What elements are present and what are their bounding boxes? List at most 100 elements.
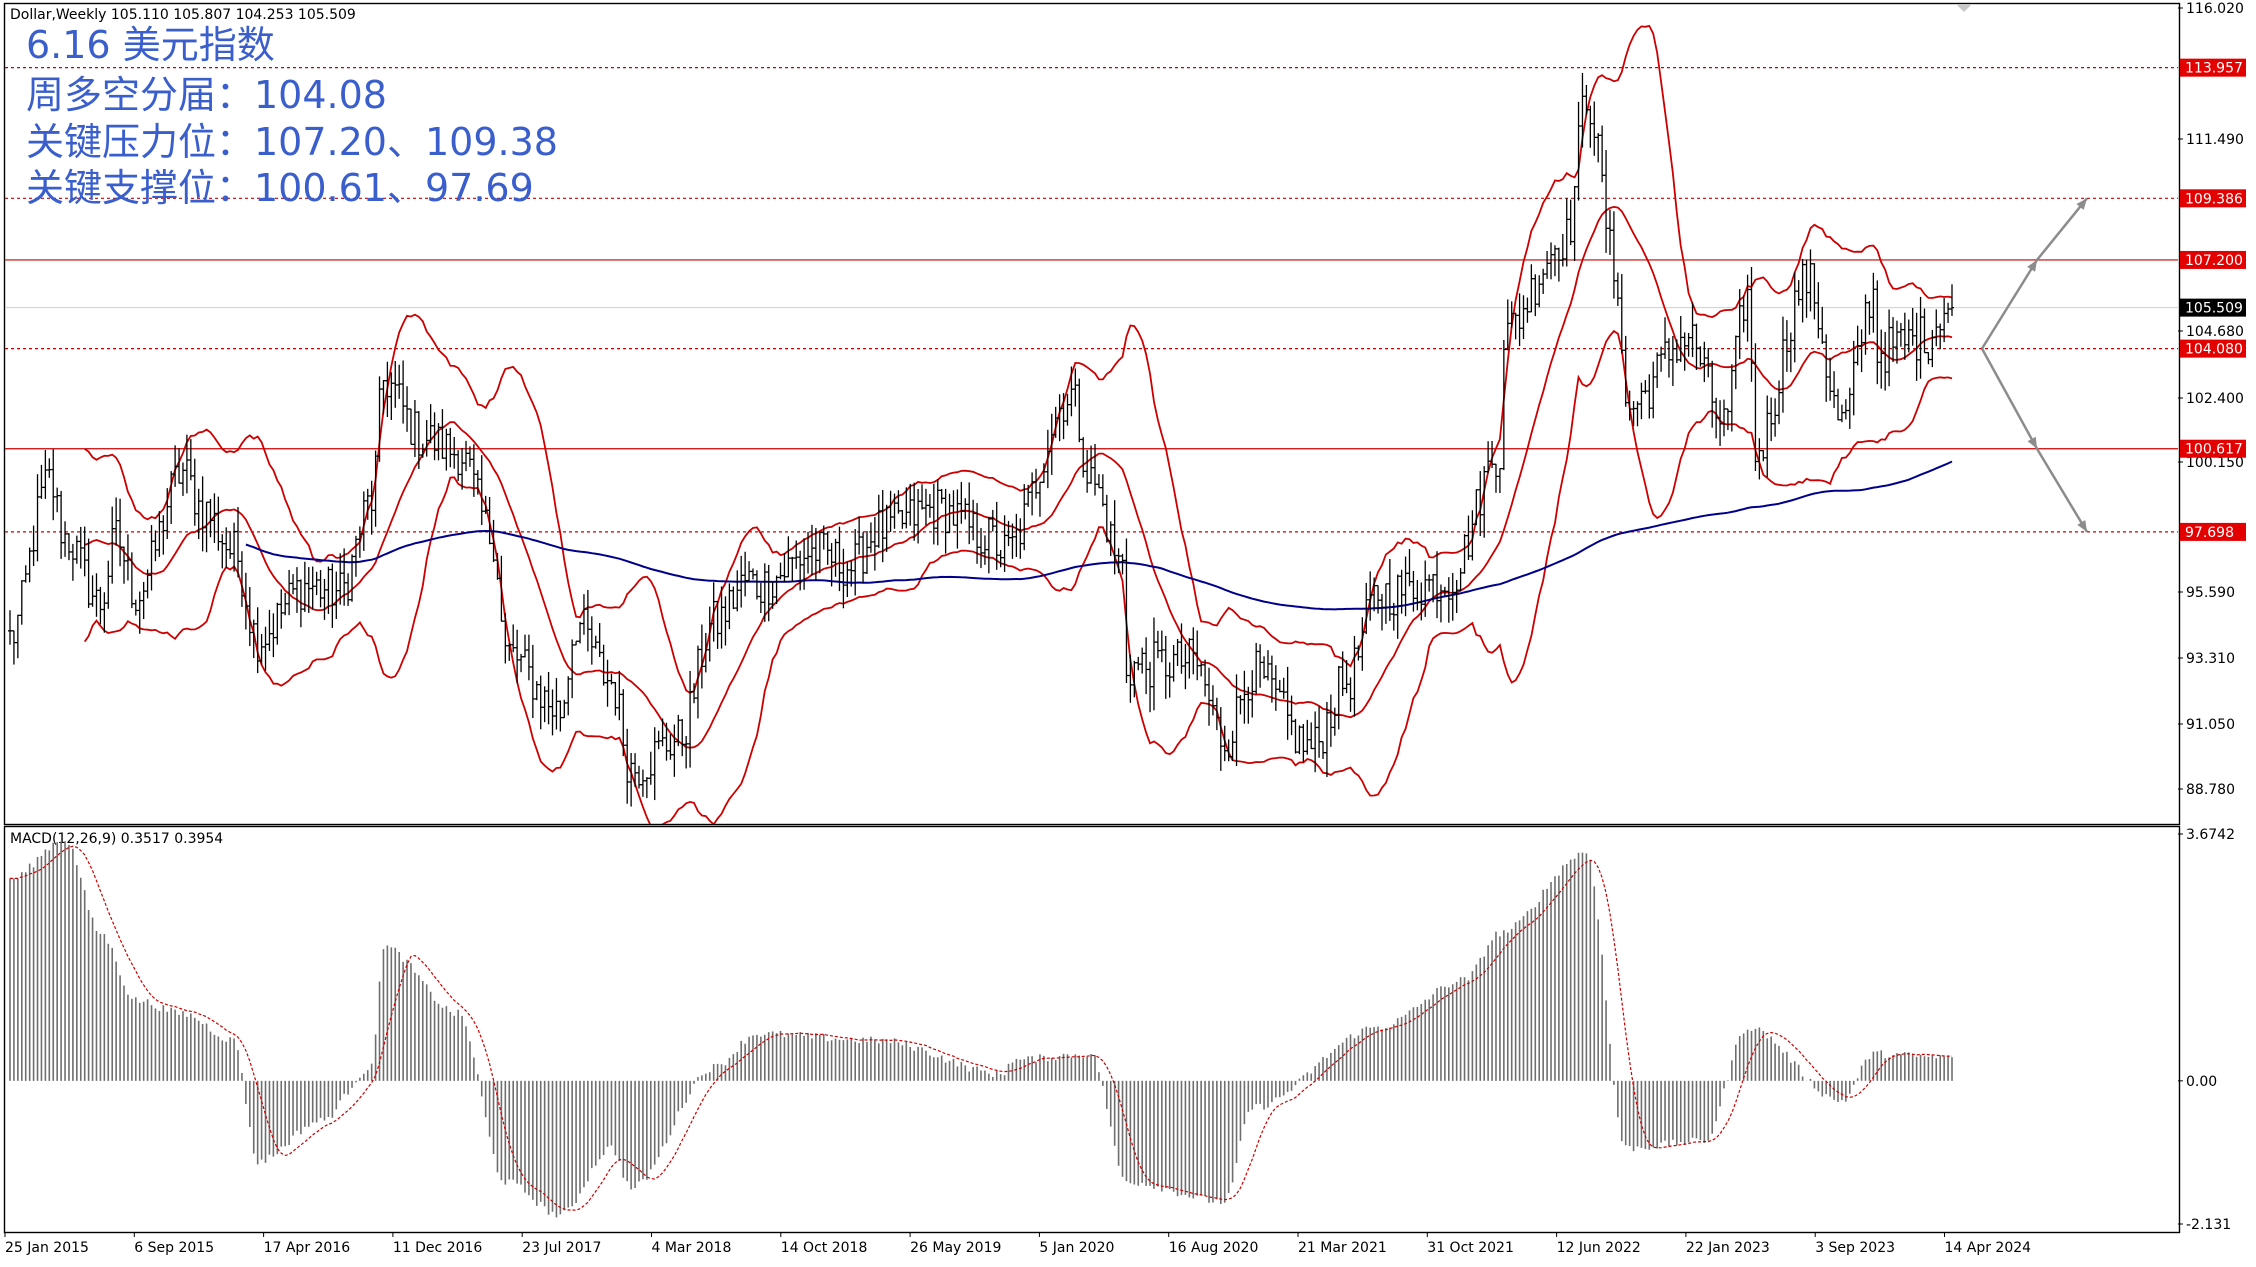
price-bar	[180, 462, 185, 496]
price-bar	[1222, 725, 1227, 762]
price-bar	[519, 653, 524, 673]
price-bar	[102, 592, 107, 633]
price-bar	[1214, 697, 1219, 731]
price-bar	[401, 360, 406, 424]
price-bar	[939, 488, 944, 504]
price-bar	[1132, 660, 1137, 698]
price-bar	[330, 563, 335, 628]
price-bar	[47, 458, 52, 478]
price-bar	[220, 534, 225, 569]
price-bar	[1946, 302, 1951, 323]
price-level-tag	[2180, 522, 2246, 541]
price-bar	[373, 450, 378, 527]
price-bar	[1226, 739, 1231, 762]
price-bar	[23, 565, 28, 583]
price-bar	[562, 699, 567, 719]
price-bar	[680, 719, 685, 757]
x-tick-label: 16 Aug 2020	[1169, 1240, 1259, 1256]
price-bar	[1081, 437, 1086, 478]
bollinger-lower	[83, 329, 1953, 824]
x-tick-label: 26 May 2019	[910, 1240, 1001, 1256]
price-bar	[1533, 274, 1538, 317]
price-bar	[1651, 361, 1656, 419]
price-level-label: 107.200	[2185, 253, 2243, 269]
price-bar	[668, 734, 673, 760]
price-bar	[291, 574, 296, 595]
price-bar	[1309, 722, 1314, 750]
price-bar	[1305, 719, 1310, 755]
price-bar	[507, 643, 512, 661]
price-bar	[212, 493, 217, 543]
price-bar	[982, 535, 987, 565]
price-bar	[1619, 274, 1624, 354]
price-bar	[1670, 335, 1675, 386]
price-bar	[1745, 274, 1750, 342]
price-bar	[204, 501, 209, 553]
price-bar	[994, 501, 999, 570]
price-bar	[1784, 320, 1789, 372]
price-bar	[1073, 368, 1078, 407]
price-bar	[1517, 293, 1522, 347]
price-bar	[1431, 573, 1436, 603]
price-bar	[1843, 399, 1848, 420]
price-bar	[1588, 105, 1593, 148]
price-bar	[1383, 583, 1388, 624]
price-bar	[353, 535, 358, 577]
price-bar	[1875, 280, 1880, 385]
price-bar	[613, 682, 618, 716]
price-bar	[1427, 574, 1432, 592]
price-bar	[1757, 438, 1762, 480]
price-bar	[1600, 125, 1605, 183]
price-bar	[318, 570, 323, 608]
price-bar	[495, 552, 500, 580]
price-bar	[1769, 397, 1774, 442]
price-bar	[432, 412, 437, 461]
price-bar	[1096, 474, 1101, 489]
price-bar	[338, 553, 343, 605]
price-level-tag	[2180, 298, 2246, 317]
price-bar	[122, 546, 127, 584]
price-bar	[1792, 272, 1797, 363]
price-bar	[515, 629, 520, 684]
price-bar	[1737, 289, 1742, 360]
price-bar	[1006, 520, 1011, 547]
moving-average-long	[245, 460, 1953, 611]
price-bar	[1332, 707, 1337, 736]
y-tick-label: 88.780	[2186, 782, 2235, 798]
price-bar	[1930, 330, 1935, 368]
price-bar	[271, 613, 276, 658]
price-bar	[306, 567, 311, 613]
price-bar	[1037, 481, 1042, 517]
price-bar	[216, 496, 221, 551]
price-bar	[695, 645, 700, 719]
price-bar	[1623, 335, 1628, 407]
price-bar	[735, 570, 740, 612]
price-bar	[1002, 515, 1007, 572]
price-bar	[707, 606, 712, 662]
price-bar	[1057, 394, 1062, 442]
price-bar	[177, 448, 182, 484]
price-bar	[923, 488, 928, 526]
price-bar	[1360, 617, 1365, 671]
price-bar	[1171, 644, 1176, 682]
price-bar	[1163, 635, 1168, 699]
price-bar	[731, 586, 736, 610]
price-bar	[872, 517, 877, 571]
price-bar	[1883, 331, 1888, 391]
price-bar	[1262, 656, 1267, 679]
price-bar	[31, 525, 36, 567]
price-bar	[1258, 644, 1263, 688]
price-level-tag	[2180, 58, 2246, 77]
price-bar	[1203, 659, 1208, 697]
price-bar	[428, 404, 433, 444]
price-bar	[1808, 249, 1813, 312]
price-bar	[416, 411, 421, 469]
price-bar	[1643, 380, 1648, 394]
price-bar	[538, 675, 543, 730]
price-bar	[845, 561, 850, 598]
scroll-shift-marker[interactable]	[1956, 4, 1972, 12]
price-bar	[35, 474, 40, 562]
y-tick-label: 95.590	[2186, 585, 2235, 601]
price-bar	[1926, 351, 1931, 365]
price-bar	[821, 525, 826, 550]
